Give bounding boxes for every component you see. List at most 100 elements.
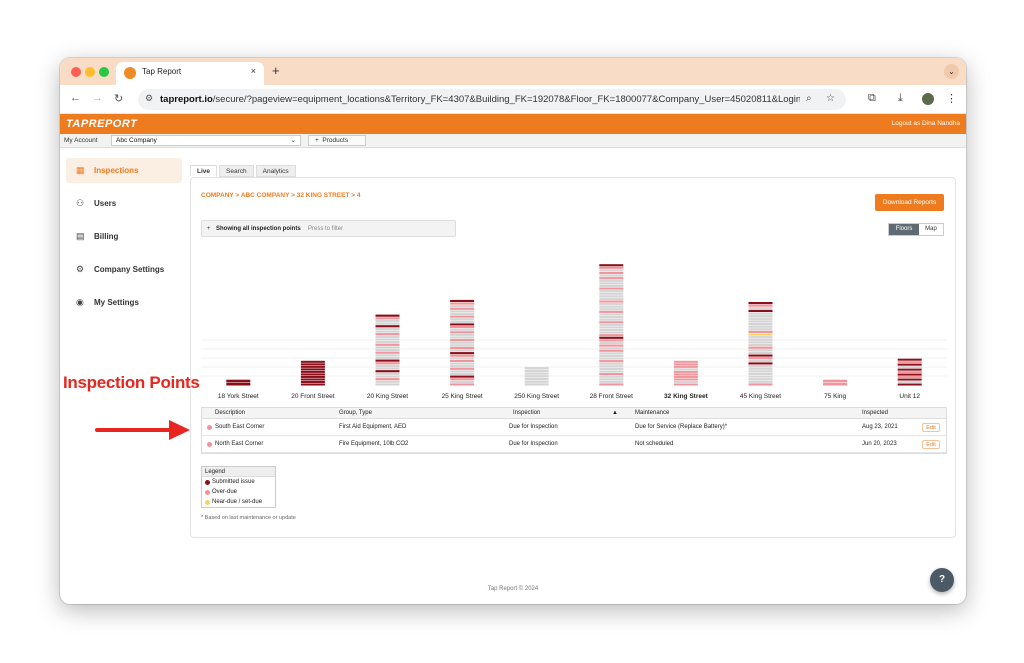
sidebar-item-label: My Settings [94, 298, 139, 307]
sidebar-item-billing[interactable]: ▤ Billing [66, 224, 182, 249]
floor-segment [375, 354, 400, 357]
sort-asc-icon[interactable]: ▲ [612, 410, 618, 416]
new-tab-button[interactable]: + [272, 63, 280, 78]
floor-segment [748, 362, 773, 365]
sidebar-item-my-settings[interactable]: ◉ My Settings [66, 290, 182, 315]
reload-icon[interactable]: ↻ [114, 93, 124, 105]
building-label[interactable]: 20 King Street [367, 393, 408, 400]
floor-segment [450, 357, 475, 360]
cell-inspected: Jun 20, 2023 [862, 441, 897, 447]
floor-segment [748, 375, 773, 378]
col-group-type[interactable]: Group, Type [339, 410, 372, 416]
breadcrumb[interactable]: COMPANY > ABC COMPANY > 32 KING STREET >… [201, 192, 361, 199]
floor-segment [599, 367, 624, 370]
edit-button[interactable]: Edit [922, 440, 940, 449]
floor-segment [897, 361, 922, 364]
floor-segment [450, 352, 475, 355]
floor-segment [599, 282, 624, 285]
building-label[interactable]: 75 King [824, 393, 846, 400]
zoom-icon[interactable]: ⌕ [806, 93, 812, 104]
building-label[interactable]: Unit 12 [899, 393, 920, 400]
products-button[interactable]: + Products [308, 135, 366, 146]
building-bar[interactable] [823, 380, 847, 386]
help-chat-button[interactable]: ? [930, 568, 954, 592]
col-maintenance[interactable]: Maintenance [635, 410, 670, 416]
floor-segment [300, 368, 325, 371]
download-reports-button[interactable]: Download Reports [875, 194, 944, 211]
floor-segment [450, 341, 475, 344]
profile-avatar[interactable] [922, 93, 934, 105]
minimize-window-button[interactable] [85, 67, 95, 77]
col-inspected[interactable]: Inspected [862, 410, 889, 416]
floor-segment [748, 323, 773, 326]
floor-segment [599, 326, 624, 329]
tapreport-favicon-icon [124, 67, 136, 79]
sidebar-item-users[interactable]: ⚇ Users [66, 191, 182, 216]
building-bar[interactable] [376, 315, 400, 386]
floor-segment [748, 370, 773, 373]
map-toggle[interactable]: Map [919, 224, 943, 235]
sidebar-item-company-settings[interactable]: ⚙ Company Settings [66, 257, 182, 282]
building-bar[interactable] [749, 302, 773, 386]
building-label[interactable]: 250 King Street [514, 393, 559, 400]
my-account-label[interactable]: My Account [64, 137, 98, 144]
building-label[interactable]: 18 York Street [218, 393, 259, 400]
col-inspection[interactable]: Inspection [513, 410, 541, 416]
building-label[interactable]: 32 King Street [664, 393, 709, 400]
building-label[interactable]: 25 King Street [441, 393, 482, 400]
floor-segment [748, 307, 773, 310]
back-icon[interactable]: ← [70, 92, 81, 104]
edit-button[interactable]: Edit [922, 423, 940, 432]
cell-inspection: Due for Inspection [509, 424, 558, 430]
url-input[interactable]: ⚙ tapreport.io/secure/?pageview=equipmen… [138, 89, 846, 110]
building-bar[interactable] [525, 367, 549, 386]
page-footer: Tap Report © 2024 [487, 586, 539, 592]
building-bar[interactable] [226, 380, 250, 386]
building-label[interactable]: 28 Front Street [590, 393, 634, 400]
floor-segment [673, 373, 698, 376]
tab-analytics[interactable]: Analytics [255, 165, 296, 177]
floor-segment [375, 330, 400, 333]
filter-bar[interactable]: + Showing all inspection points Press to… [201, 220, 456, 237]
floor-segment [375, 346, 400, 349]
bookmark-star-icon[interactable]: ☆ [826, 93, 835, 104]
download-icon[interactable]: ⤓ [898, 92, 903, 104]
logout-link[interactable]: Logout as Dina Nandha [891, 120, 960, 127]
tab-live[interactable]: Live [190, 165, 218, 177]
floor-segment [599, 316, 624, 319]
table-row[interactable]: South East Corner First Aid Equipment, A… [202, 419, 946, 436]
floor-segment [748, 336, 773, 339]
browser-tab[interactable]: Tap Report × [116, 62, 264, 85]
extensions-icon[interactable]: ⧉ [868, 92, 876, 104]
tab-search[interactable]: Search [219, 165, 254, 177]
account-select-value: Abc Company [116, 137, 157, 144]
account-select[interactable]: Abc Company ⌄ [111, 135, 301, 146]
browser-menu-icon[interactable]: ⋮ [946, 93, 957, 105]
sidebar-item-inspections[interactable]: ▦ Inspections [66, 158, 182, 183]
floor-segment [823, 382, 848, 386]
forward-icon[interactable]: → [92, 92, 103, 104]
tab-search-icon[interactable]: ⌄ [944, 64, 959, 79]
building-label[interactable]: 20 Front Street [291, 393, 335, 400]
floor-segment [450, 333, 475, 336]
cell-description: North East Corner [215, 441, 264, 447]
tab-close-icon[interactable]: × [250, 66, 256, 76]
site-settings-icon[interactable]: ⚙ [145, 93, 154, 103]
building-bar[interactable] [898, 359, 922, 386]
maximize-window-button[interactable] [99, 67, 109, 77]
building-bar[interactable] [450, 300, 474, 386]
floor-segment [748, 357, 773, 360]
col-description[interactable]: Description [215, 410, 246, 416]
building-bar[interactable] [301, 361, 325, 386]
floor-segment [748, 344, 773, 347]
sidebar: ▦ Inspections ⚇ Users ▤ Billing ⚙ Compan… [66, 158, 182, 323]
close-window-button[interactable] [71, 67, 81, 77]
building-label[interactable]: 45 King Street [740, 393, 781, 400]
table-row[interactable]: North East Corner Fire Equipment, 10lb C… [202, 436, 946, 453]
tapreport-logo[interactable]: TAPREPORT [66, 118, 138, 130]
tab-title: Tap Report [142, 67, 182, 76]
floor-segment [823, 379, 848, 383]
building-bar[interactable] [674, 361, 698, 386]
floors-toggle[interactable]: Floors [889, 224, 919, 235]
building-bar[interactable] [599, 264, 623, 386]
